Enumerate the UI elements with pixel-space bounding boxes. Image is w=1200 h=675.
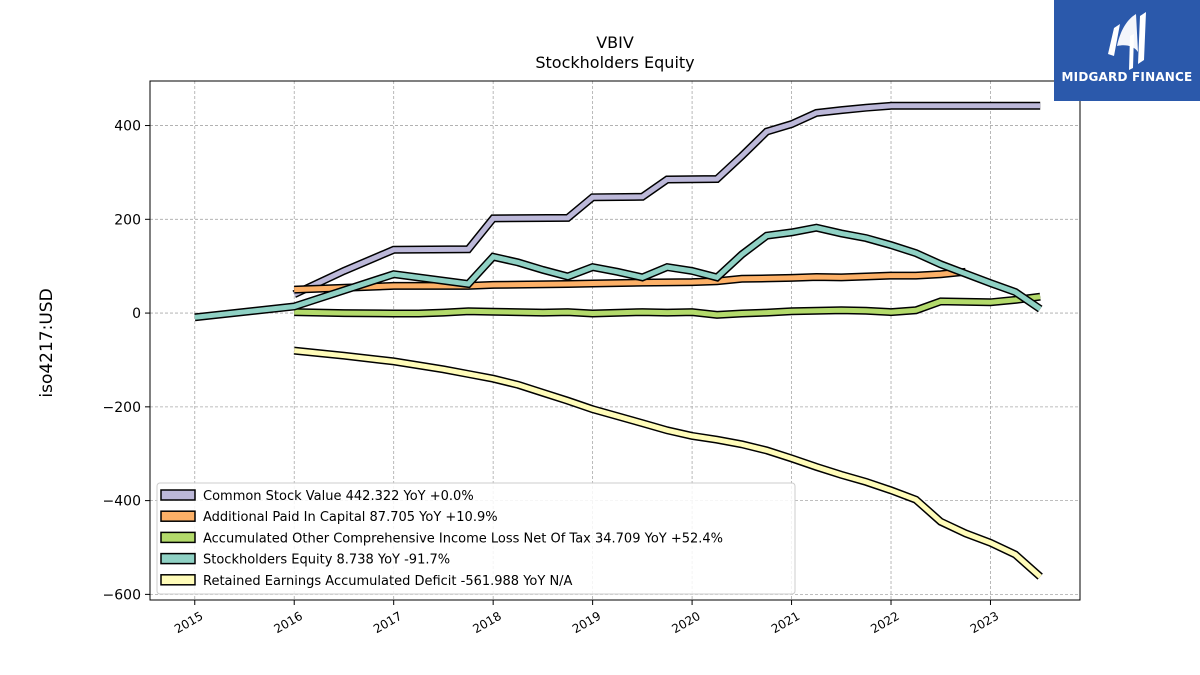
series-4 <box>293 346 1043 580</box>
x-tick-label: 2022 <box>868 609 901 636</box>
series-line <box>293 348 1042 579</box>
series-line <box>294 269 966 293</box>
legend-label: Additional Paid In Capital 87.705 YoY +1… <box>203 510 498 525</box>
y-axis-label: iso4217:USD <box>37 288 57 397</box>
series-0 <box>292 101 1041 298</box>
x-tick-label: 2019 <box>570 609 603 636</box>
legend-swatch <box>160 489 196 501</box>
legend-swatch <box>160 510 196 522</box>
series-2 <box>294 292 1041 319</box>
legend-swatch <box>160 552 196 565</box>
y-tick-label: 200 <box>114 212 141 228</box>
legend-label: Common Stock Value 442.322 YoY +0.0% <box>203 489 474 504</box>
legend-entry: Retained Earnings Accumulated Deficit -5… <box>160 574 573 589</box>
y-tick-label: 0 <box>132 306 141 322</box>
legend-swatch <box>160 531 196 544</box>
x-tick-label: 2020 <box>669 609 702 636</box>
legend-entry: Common Stock Value 442.322 YoY +0.0% <box>160 489 474 504</box>
y-tick-label: 400 <box>114 119 141 135</box>
chart-subtitle: Stockholders Equity <box>535 53 694 72</box>
legend-box <box>156 482 796 595</box>
x-tick-label: 2023 <box>968 609 1001 636</box>
x-tick-label: 2015 <box>172 609 205 636</box>
x-tick-label: 2021 <box>769 609 802 636</box>
legend-label: Stockholders Equity 8.738 YoY -91.7% <box>203 553 450 568</box>
legend-label: Accumulated Other Comprehensive Income L… <box>203 531 723 546</box>
x-tick-label: 2017 <box>371 609 404 636</box>
plot-frame <box>149 80 1081 601</box>
y-axis: 400 200 0 −200 −400 −600 <box>103 119 150 603</box>
x-tick-label: 2018 <box>470 609 503 636</box>
x-axis: 2015 2016 2017 2018 2019 2020 2021 2022 2023 <box>172 600 1001 636</box>
x-tick-label: 2016 <box>271 609 304 636</box>
series-layer <box>194 101 1043 580</box>
series-1 <box>294 267 966 294</box>
y-tick-label: −200 <box>103 400 141 416</box>
midgard-finance-logo: MIDGARD FINANCE <box>1054 0 1200 101</box>
logo-mark-icon <box>1108 12 1146 70</box>
series-3 <box>194 223 1043 322</box>
legend-swatch <box>160 574 196 586</box>
chart-title: VBIV <box>596 33 634 52</box>
series-line <box>194 225 1042 320</box>
legend-entry: Accumulated Other Comprehensive Income L… <box>160 531 723 546</box>
legend: Common Stock Value 442.322 YoY +0.0% Addi… <box>156 482 796 595</box>
series-line <box>293 103 1041 297</box>
logo-text: MIDGARD FINANCE <box>1061 70 1193 84</box>
legend-entry: Additional Paid In Capital 87.705 YoY +1… <box>160 510 498 525</box>
y-tick-label: −600 <box>103 587 141 603</box>
y-tick-label: −400 <box>103 494 141 510</box>
legend-label: Retained Earnings Accumulated Deficit -5… <box>203 574 573 589</box>
series-line <box>294 294 1041 318</box>
legend-entry: Stockholders Equity 8.738 YoY -91.7% <box>160 552 450 568</box>
